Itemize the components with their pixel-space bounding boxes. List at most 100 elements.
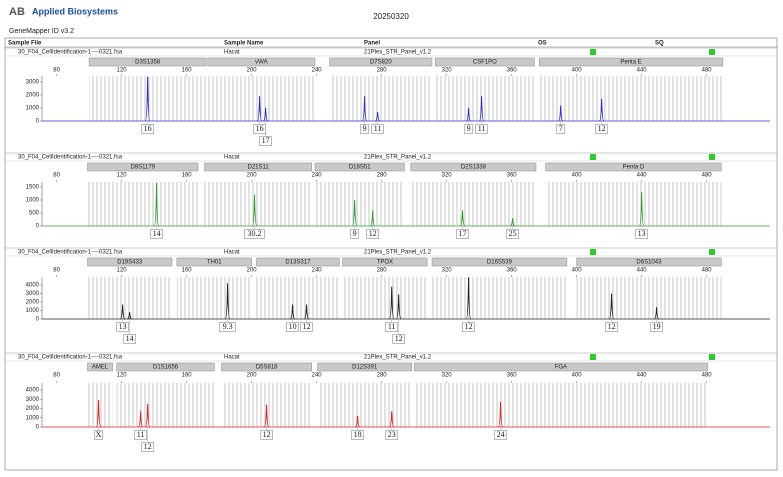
allele-label: X bbox=[96, 430, 102, 439]
x-tick-label: 360 bbox=[507, 373, 518, 379]
marker-name: D6S1043 bbox=[636, 260, 662, 266]
x-tick-label: 120 bbox=[117, 173, 128, 179]
peak bbox=[598, 98, 605, 122]
bin-region bbox=[116, 383, 215, 427]
marker-name: Penta D bbox=[623, 165, 645, 171]
marker-box bbox=[413, 362, 708, 372]
x-tick-label: 120 bbox=[117, 373, 128, 379]
x-tick-label: 480 bbox=[702, 268, 713, 274]
marker-name: D8S1179 bbox=[130, 165, 155, 171]
allele-label: 12 bbox=[144, 442, 152, 451]
allele-box bbox=[141, 442, 154, 452]
allele-box bbox=[556, 124, 565, 134]
marker-name: D21S11 bbox=[248, 165, 270, 171]
x-tick-label: 80 bbox=[53, 268, 60, 274]
x-tick-label: 440 bbox=[637, 173, 648, 179]
column-header: OS bbox=[538, 41, 547, 47]
os-flag bbox=[590, 249, 596, 255]
marker-name: FGA bbox=[555, 365, 567, 371]
x-tick-label: 360 bbox=[507, 268, 518, 274]
allele-label: 12 bbox=[303, 322, 311, 331]
frame bbox=[4, 37, 778, 471]
allele-box bbox=[141, 124, 154, 134]
bin-region bbox=[545, 182, 722, 226]
x-tick-label: 280 bbox=[377, 268, 388, 274]
sample-file: 30_F04_CellIdentification-1----0321.fsa bbox=[18, 155, 123, 161]
x-tick-label: 440 bbox=[637, 268, 648, 274]
allele-label: 9.3 bbox=[223, 322, 233, 331]
peak bbox=[389, 411, 395, 428]
allele-box bbox=[650, 322, 663, 332]
allele-label: 14 bbox=[153, 229, 161, 238]
allele-label: 12 bbox=[608, 322, 616, 331]
x-tick-label: 160 bbox=[182, 68, 193, 74]
bin-region bbox=[342, 277, 428, 319]
x-tick-label: 480 bbox=[702, 173, 713, 179]
allele-label: 14 bbox=[126, 334, 134, 343]
allele-label: 12 bbox=[598, 124, 606, 133]
marker-box bbox=[410, 162, 537, 172]
peak bbox=[304, 304, 310, 320]
marker-name: D16S539 bbox=[487, 260, 513, 266]
peak bbox=[95, 400, 102, 428]
marker-box bbox=[314, 162, 405, 172]
sample-file: 30_F04_CellIdentification-1----0321.fsa bbox=[18, 250, 123, 256]
marker-box bbox=[435, 57, 535, 67]
allele-box bbox=[462, 322, 475, 332]
x-tick-label: 240 bbox=[312, 373, 323, 379]
allele-box bbox=[464, 124, 473, 134]
allele-label: 13 bbox=[638, 229, 646, 238]
y-tick-label: 1000 bbox=[26, 308, 40, 314]
y-tick-label: 0 bbox=[36, 425, 40, 431]
allele-box bbox=[371, 124, 384, 134]
marker-name: Penta E bbox=[620, 60, 641, 66]
panel-name: 21Plex_STR_Panel_v1.2 bbox=[364, 50, 432, 56]
peak bbox=[510, 218, 515, 227]
peak bbox=[389, 286, 395, 320]
x-tick-label: 240 bbox=[312, 173, 323, 179]
marker-name: CSF1PO bbox=[473, 60, 497, 66]
allele-label: 13 bbox=[119, 322, 127, 331]
allele-label: 12 bbox=[369, 229, 377, 238]
allele-box bbox=[123, 334, 136, 344]
x-tick-label: 240 bbox=[312, 68, 323, 74]
sq-flag bbox=[709, 154, 715, 160]
x-tick-label: 200 bbox=[247, 68, 258, 74]
marker-box bbox=[176, 257, 252, 267]
peak bbox=[144, 76, 151, 122]
sample-file: 30_F04_CellIdentification-1----0321.fsa bbox=[18, 50, 123, 56]
marker-box bbox=[204, 162, 312, 172]
y-tick-label: 2000 bbox=[26, 92, 40, 98]
allele-label: 11 bbox=[478, 124, 486, 133]
x-tick-label: 80 bbox=[53, 68, 60, 74]
y-tick-label: 0 bbox=[36, 224, 40, 230]
y-tick-label: 1000 bbox=[26, 106, 40, 112]
peak bbox=[558, 105, 564, 122]
x-tick-label: 440 bbox=[637, 373, 648, 379]
allele-box bbox=[595, 124, 608, 134]
allele-box bbox=[605, 322, 618, 332]
allele-label: 18 bbox=[354, 430, 362, 439]
sample-name: Hacat bbox=[224, 155, 240, 161]
allele-box bbox=[94, 430, 103, 440]
allele-box bbox=[494, 430, 507, 440]
x-tick-label: 200 bbox=[247, 268, 258, 274]
x-tick-label: 240 bbox=[312, 268, 323, 274]
allele-box bbox=[150, 229, 163, 239]
marker-name: D13S317 bbox=[285, 260, 311, 266]
allele-label: 17 bbox=[262, 136, 270, 145]
marker-name: D12S391 bbox=[352, 365, 378, 371]
panel-name: 21Plex_STR_Panel_v1.2 bbox=[364, 155, 432, 161]
y-tick-label: 4000 bbox=[26, 388, 40, 394]
marker-box bbox=[87, 162, 199, 172]
x-tick-label: 480 bbox=[702, 68, 713, 74]
marker-name: TPOX bbox=[377, 260, 393, 266]
marker-name: D19S433 bbox=[117, 260, 143, 266]
y-tick-label: 3000 bbox=[26, 291, 40, 297]
marker-name: AMEL bbox=[92, 365, 109, 371]
y-tick-label: 2000 bbox=[26, 300, 40, 306]
allele-box bbox=[506, 229, 519, 239]
peak bbox=[251, 194, 258, 227]
marker-box bbox=[256, 257, 340, 267]
allele-label: 16 bbox=[144, 124, 152, 133]
